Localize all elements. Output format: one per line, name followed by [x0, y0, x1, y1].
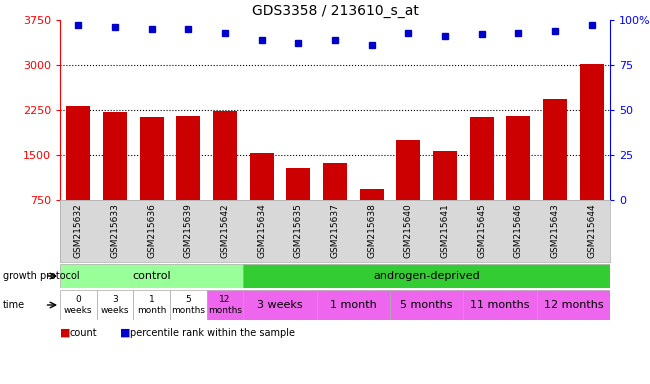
Text: percentile rank within the sample: percentile rank within the sample	[130, 328, 295, 338]
Text: 12
months: 12 months	[208, 295, 242, 315]
Text: GSM215637: GSM215637	[330, 203, 339, 258]
Bar	[390, 290, 463, 320]
Bar	[66, 106, 90, 200]
Text: 0
weeks: 0 weeks	[64, 295, 92, 315]
Text: count: count	[70, 328, 98, 338]
Text: GSM215643: GSM215643	[551, 203, 560, 258]
Bar	[323, 163, 347, 200]
Text: GSM215645: GSM215645	[477, 203, 486, 258]
Text: androgen-deprived: androgen-deprived	[373, 271, 480, 281]
Bar	[176, 116, 200, 200]
Bar	[463, 290, 537, 320]
Text: 12 months: 12 months	[543, 300, 603, 310]
Text: GSM215634: GSM215634	[257, 203, 266, 258]
Bar	[243, 264, 610, 288]
Text: GSM215635: GSM215635	[294, 203, 303, 258]
Bar	[213, 111, 237, 200]
Bar	[396, 140, 421, 200]
Text: ■: ■	[120, 328, 131, 338]
Text: GSM215641: GSM215641	[441, 203, 450, 258]
Text: time: time	[3, 300, 25, 310]
Title: GDS3358 / 213610_s_at: GDS3358 / 213610_s_at	[252, 3, 419, 18]
Bar	[537, 290, 610, 320]
Text: control: control	[133, 271, 171, 281]
Text: GSM215640: GSM215640	[404, 203, 413, 258]
Text: GSM215639: GSM215639	[184, 203, 193, 258]
Text: GSM215638: GSM215638	[367, 203, 376, 258]
Text: 1
month: 1 month	[137, 295, 166, 315]
Bar	[287, 167, 310, 200]
Bar	[97, 290, 133, 320]
Bar	[580, 64, 604, 200]
Text: GSM215644: GSM215644	[587, 203, 596, 258]
Text: growth protocol: growth protocol	[3, 271, 80, 281]
Bar	[60, 290, 97, 320]
Text: 3
weeks: 3 weeks	[101, 295, 129, 315]
Bar	[133, 290, 170, 320]
Bar	[140, 117, 164, 200]
Bar	[243, 290, 317, 320]
Bar	[317, 290, 390, 320]
Text: 5
months: 5 months	[172, 295, 205, 315]
Bar	[470, 117, 493, 200]
Bar	[250, 152, 274, 200]
Text: 1 month: 1 month	[330, 300, 377, 310]
Text: GSM215633: GSM215633	[111, 203, 120, 258]
Bar	[103, 113, 127, 200]
Bar	[433, 151, 457, 200]
Text: 11 months: 11 months	[470, 300, 530, 310]
Bar	[506, 116, 530, 200]
Bar	[207, 290, 243, 320]
Text: GSM215636: GSM215636	[147, 203, 156, 258]
Bar	[359, 189, 384, 200]
Text: 3 weeks: 3 weeks	[257, 300, 303, 310]
Text: GSM215632: GSM215632	[74, 203, 83, 258]
Bar	[543, 99, 567, 200]
Text: 5 months: 5 months	[400, 300, 453, 310]
Text: GSM215646: GSM215646	[514, 203, 523, 258]
Bar	[60, 264, 243, 288]
Text: GSM215642: GSM215642	[220, 203, 229, 258]
Bar	[170, 290, 207, 320]
Text: ■: ■	[60, 328, 70, 338]
